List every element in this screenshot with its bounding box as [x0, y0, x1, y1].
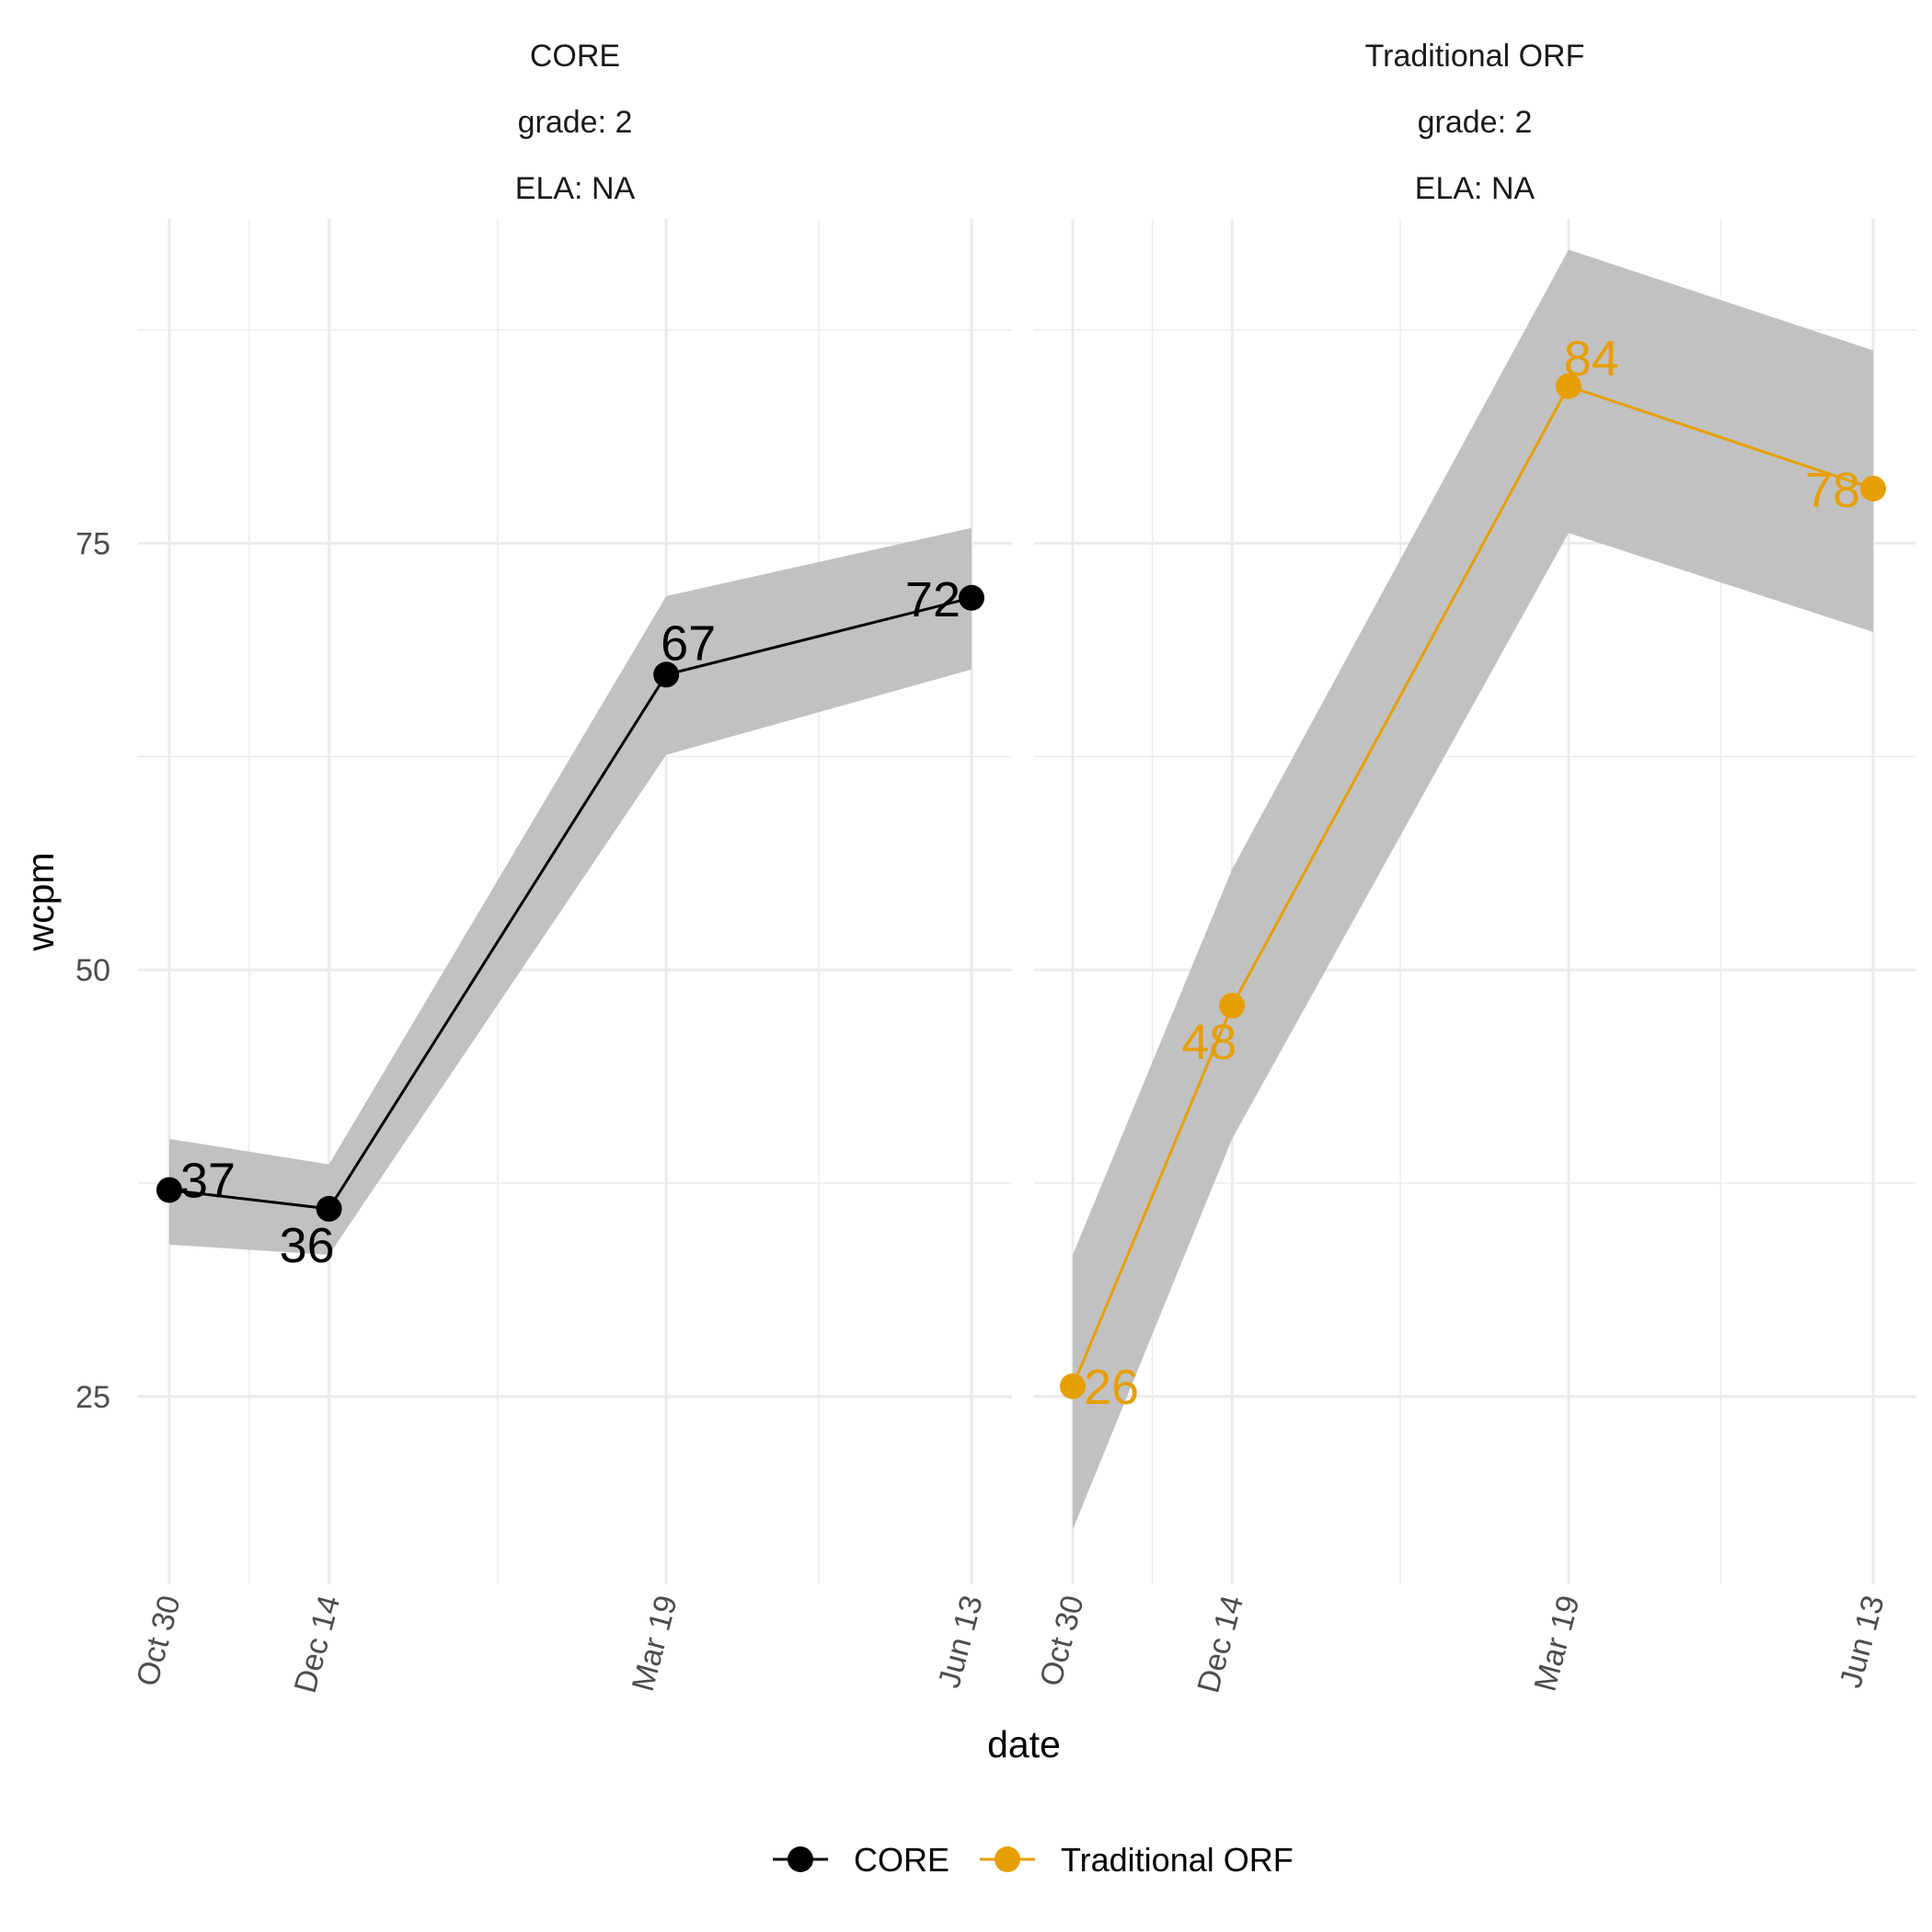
facet-strip-label: Traditional ORF — [1365, 39, 1585, 74]
facet-strip-label: grade: 2 — [1418, 105, 1533, 140]
data-label: 67 — [661, 615, 716, 671]
data-point — [653, 661, 680, 688]
legend-label: CORE — [854, 1841, 949, 1879]
legend-label: Traditional ORF — [1061, 1841, 1294, 1879]
legend-item: Traditional ORF — [980, 1841, 1294, 1879]
y-tick-label: 50 — [75, 953, 110, 988]
data-point — [316, 1195, 342, 1222]
data-point — [1555, 373, 1581, 399]
x-tick-label: Oct 30 — [130, 1592, 188, 1690]
legend-key-point — [995, 1846, 1020, 1872]
confidence-ribbon — [1073, 249, 1873, 1530]
x-tick-label: Dec 14 — [288, 1592, 348, 1696]
data-point — [1060, 1373, 1086, 1399]
facet-strip-label: grade: 2 — [518, 105, 633, 140]
x-tick-label: Oct 30 — [1033, 1592, 1091, 1690]
facet-panels: CORE grade: 2 ELA: NA 37 36 67 72 Oct 30 Dec 14 M… — [130, 39, 1915, 1696]
legend-item: CORE — [773, 1841, 949, 1879]
data-point — [1860, 476, 1886, 502]
y-tick-label: 25 — [75, 1380, 110, 1415]
x-axis-title: date — [987, 1723, 1061, 1765]
data-label: 72 — [905, 572, 960, 627]
data-label: 26 — [1084, 1360, 1139, 1415]
y-axis-title: wcpm — [19, 852, 62, 951]
x-tick-label: Mar 19 — [626, 1592, 684, 1695]
data-point — [1219, 993, 1246, 1019]
data-label: 36 — [280, 1218, 335, 1273]
legend-key-point — [788, 1846, 813, 1872]
legend: CORE Traditional ORF — [773, 1841, 1294, 1879]
data-label: 84 — [1564, 331, 1619, 386]
y-axis: 25 50 75 — [75, 526, 110, 1414]
facet-strip-label: ELA: NA — [515, 171, 636, 206]
facet-panel: Traditional ORF grade: 2 ELA: NA 26 48 84 78 Oc… — [1033, 39, 1915, 1696]
x-tick-label: Mar 19 — [1528, 1592, 1587, 1695]
confidence-ribbon — [169, 527, 972, 1255]
data-label: 48 — [1181, 1015, 1236, 1070]
x-tick-label: Jun 13 — [932, 1592, 990, 1691]
x-tick-label: Jun 13 — [1834, 1592, 1892, 1691]
series-line — [1071, 384, 1874, 1387]
data-label: 37 — [180, 1153, 236, 1208]
data-point — [959, 584, 984, 611]
data-point — [156, 1177, 182, 1203]
facet-panel: CORE grade: 2 ELA: NA 37 36 67 72 Oct 30 Dec 14 M… — [130, 39, 1012, 1696]
facet-strip-label: ELA: NA — [1415, 171, 1535, 206]
y-tick-label: 75 — [75, 526, 110, 561]
data-label: 78 — [1805, 463, 1860, 518]
x-tick-label: Dec 14 — [1190, 1592, 1250, 1696]
facet-strip-label: CORE — [530, 39, 620, 74]
series-line — [168, 596, 972, 1211]
